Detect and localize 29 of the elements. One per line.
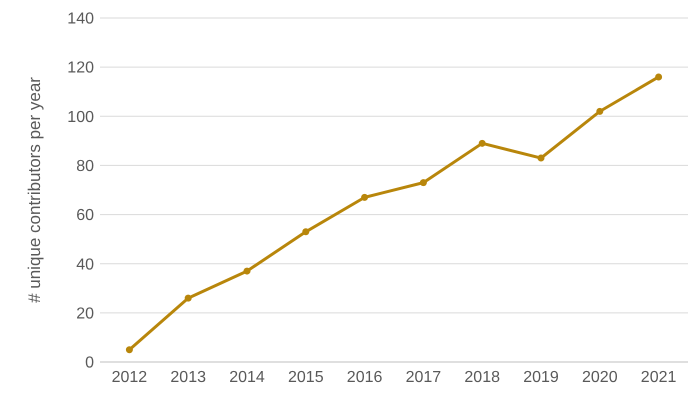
x-tick-label: 2012 bbox=[112, 369, 148, 386]
x-tick-label: 2021 bbox=[640, 369, 676, 386]
y-tick-label: 80 bbox=[76, 158, 94, 176]
y-axis-title: # unique contributors per year bbox=[25, 76, 44, 303]
y-tick-label: 0 bbox=[85, 354, 94, 372]
y-tick-label: 140 bbox=[67, 10, 94, 28]
x-tick-label: 2019 bbox=[523, 369, 559, 386]
x-tick-label: 2017 bbox=[406, 369, 442, 386]
x-tick-label: 2015 bbox=[288, 369, 324, 386]
x-tick-label: 2013 bbox=[170, 369, 206, 386]
x-tick-label: 2018 bbox=[464, 369, 500, 386]
point bbox=[361, 194, 368, 201]
point bbox=[302, 228, 310, 236]
point bbox=[478, 140, 486, 147]
point bbox=[244, 268, 250, 275]
y-tick-label: 120 bbox=[67, 60, 94, 77]
point bbox=[184, 294, 192, 302]
y-tick-label: 20 bbox=[76, 305, 94, 322]
point bbox=[420, 179, 427, 186]
point bbox=[126, 346, 133, 354]
x-tick-label: 2016 bbox=[346, 369, 382, 386]
x-tick-label: 2014 bbox=[229, 369, 265, 386]
point bbox=[655, 73, 662, 80]
y-tick-label: 60 bbox=[76, 207, 94, 224]
point bbox=[596, 108, 604, 115]
y-tick-label: 100 bbox=[67, 108, 94, 126]
x-tick-label: 2020 bbox=[582, 369, 618, 386]
y-tick-label: 40 bbox=[76, 256, 94, 274]
point bbox=[538, 154, 544, 162]
